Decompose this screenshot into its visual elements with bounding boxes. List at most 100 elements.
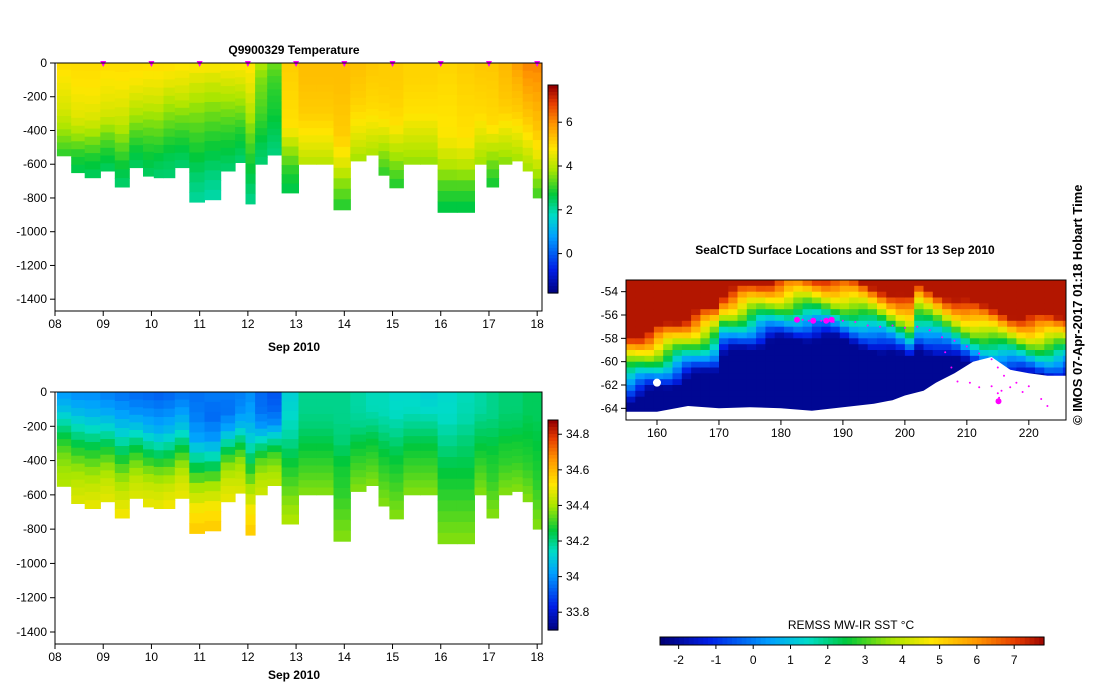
sst-cell — [839, 361, 850, 368]
profile-cell — [163, 104, 176, 113]
sst-cell — [672, 390, 683, 398]
profile-cell — [71, 117, 86, 127]
sst-colorbar-swatch — [832, 637, 839, 645]
sst-cell — [821, 355, 831, 363]
sst-colorbar-swatch — [876, 637, 882, 645]
sst-cell — [895, 344, 906, 351]
colorbar-swatch — [548, 216, 558, 221]
sst-cell — [653, 320, 664, 328]
sst-cell — [988, 332, 999, 339]
profile-cell — [235, 63, 246, 71]
profile-cell — [498, 472, 513, 481]
sst-cell — [746, 291, 757, 298]
sst-cell — [858, 379, 869, 386]
sst-cell — [886, 396, 897, 403]
sst-cell — [895, 326, 906, 333]
profile-cell — [389, 80, 404, 91]
sst-cell — [784, 385, 794, 392]
sst-cell — [923, 361, 934, 368]
profile-cell — [71, 471, 86, 481]
profile-cell — [71, 133, 86, 142]
y-tick-label: -800 — [23, 522, 47, 536]
profile-cell — [143, 465, 155, 475]
sst-cell — [942, 309, 952, 316]
sst-cell — [802, 355, 813, 363]
profile-cell — [174, 77, 190, 86]
sst-cell — [979, 326, 989, 333]
profile-cell — [100, 399, 116, 409]
profile-cell — [316, 428, 334, 437]
profile-cell — [378, 135, 390, 144]
profile-cell — [486, 455, 500, 465]
x-tick-label: 18 — [530, 317, 544, 331]
sst-cell — [700, 326, 711, 333]
sst-cell — [849, 303, 859, 310]
sst-cell — [811, 402, 822, 409]
profile-cell — [71, 110, 86, 119]
sst-cell — [1044, 332, 1055, 339]
profile-cell — [333, 413, 351, 425]
profile-cell — [437, 63, 458, 75]
sst-cell — [784, 344, 794, 351]
sst-colorbar-title: REMSS MW-IR SST °C — [788, 618, 915, 632]
sst-cell — [644, 344, 655, 351]
sst-cell — [830, 303, 841, 310]
sst-cell — [811, 396, 822, 403]
sst-cell — [709, 373, 720, 380]
sst-cell — [1007, 303, 1017, 310]
profile-cell — [189, 82, 205, 94]
profile-cell — [245, 514, 256, 526]
profile-cell — [143, 400, 155, 409]
sst-cell — [877, 396, 887, 403]
colorbar-swatch — [548, 244, 558, 249]
profile-cell — [389, 152, 404, 162]
sst-cell — [1062, 367, 1066, 374]
profile-cell — [511, 406, 524, 414]
profile-cell — [204, 102, 222, 113]
sst-cell — [737, 303, 748, 310]
profile-cell — [420, 487, 439, 496]
profile-cell — [267, 392, 283, 400]
profile-cell — [456, 392, 475, 404]
sst-cell — [1035, 355, 1045, 363]
profile-cell — [174, 490, 190, 499]
profile-cell — [420, 142, 439, 151]
sst-cell — [793, 338, 804, 345]
colorbar-swatch — [548, 247, 558, 252]
sst-colorbar-swatch — [900, 637, 906, 645]
profile-cell — [511, 111, 524, 120]
profile-cell — [153, 144, 164, 154]
colorbar-swatch — [548, 195, 558, 200]
profile-cell — [245, 432, 256, 444]
sst-cell — [811, 338, 822, 345]
sst-cell — [942, 297, 952, 304]
sst-cell — [746, 402, 757, 409]
profile-cell — [474, 465, 488, 474]
sst-cell — [849, 396, 859, 403]
colorbar-swatch — [548, 535, 558, 540]
colorbar-swatch — [548, 521, 558, 526]
profile-cell — [189, 162, 205, 173]
colorbar-swatch — [548, 164, 558, 169]
sst-cell — [793, 361, 804, 368]
sst-colorbar-swatch — [775, 637, 781, 645]
sst-colorbar-swatch — [789, 637, 795, 645]
y-tick-label: -800 — [23, 191, 47, 205]
profile-cell — [245, 473, 256, 485]
profile-cell — [350, 132, 367, 141]
sst-cell — [821, 385, 831, 392]
profile-cell — [333, 498, 351, 510]
sst-colorbar-swatch — [808, 637, 815, 645]
profile-cell — [420, 436, 439, 444]
profile-cell — [71, 400, 86, 409]
sst-cell — [756, 385, 766, 392]
sst-cell — [746, 303, 757, 310]
profile-cell — [437, 84, 458, 96]
profile-cell — [486, 491, 500, 501]
colorbar-swatch — [548, 602, 558, 607]
colorbar-swatch — [548, 619, 558, 624]
sst-cell — [784, 320, 794, 328]
profile-cell — [143, 433, 155, 442]
sst-cell — [839, 367, 850, 374]
sst-cell — [997, 280, 1008, 287]
